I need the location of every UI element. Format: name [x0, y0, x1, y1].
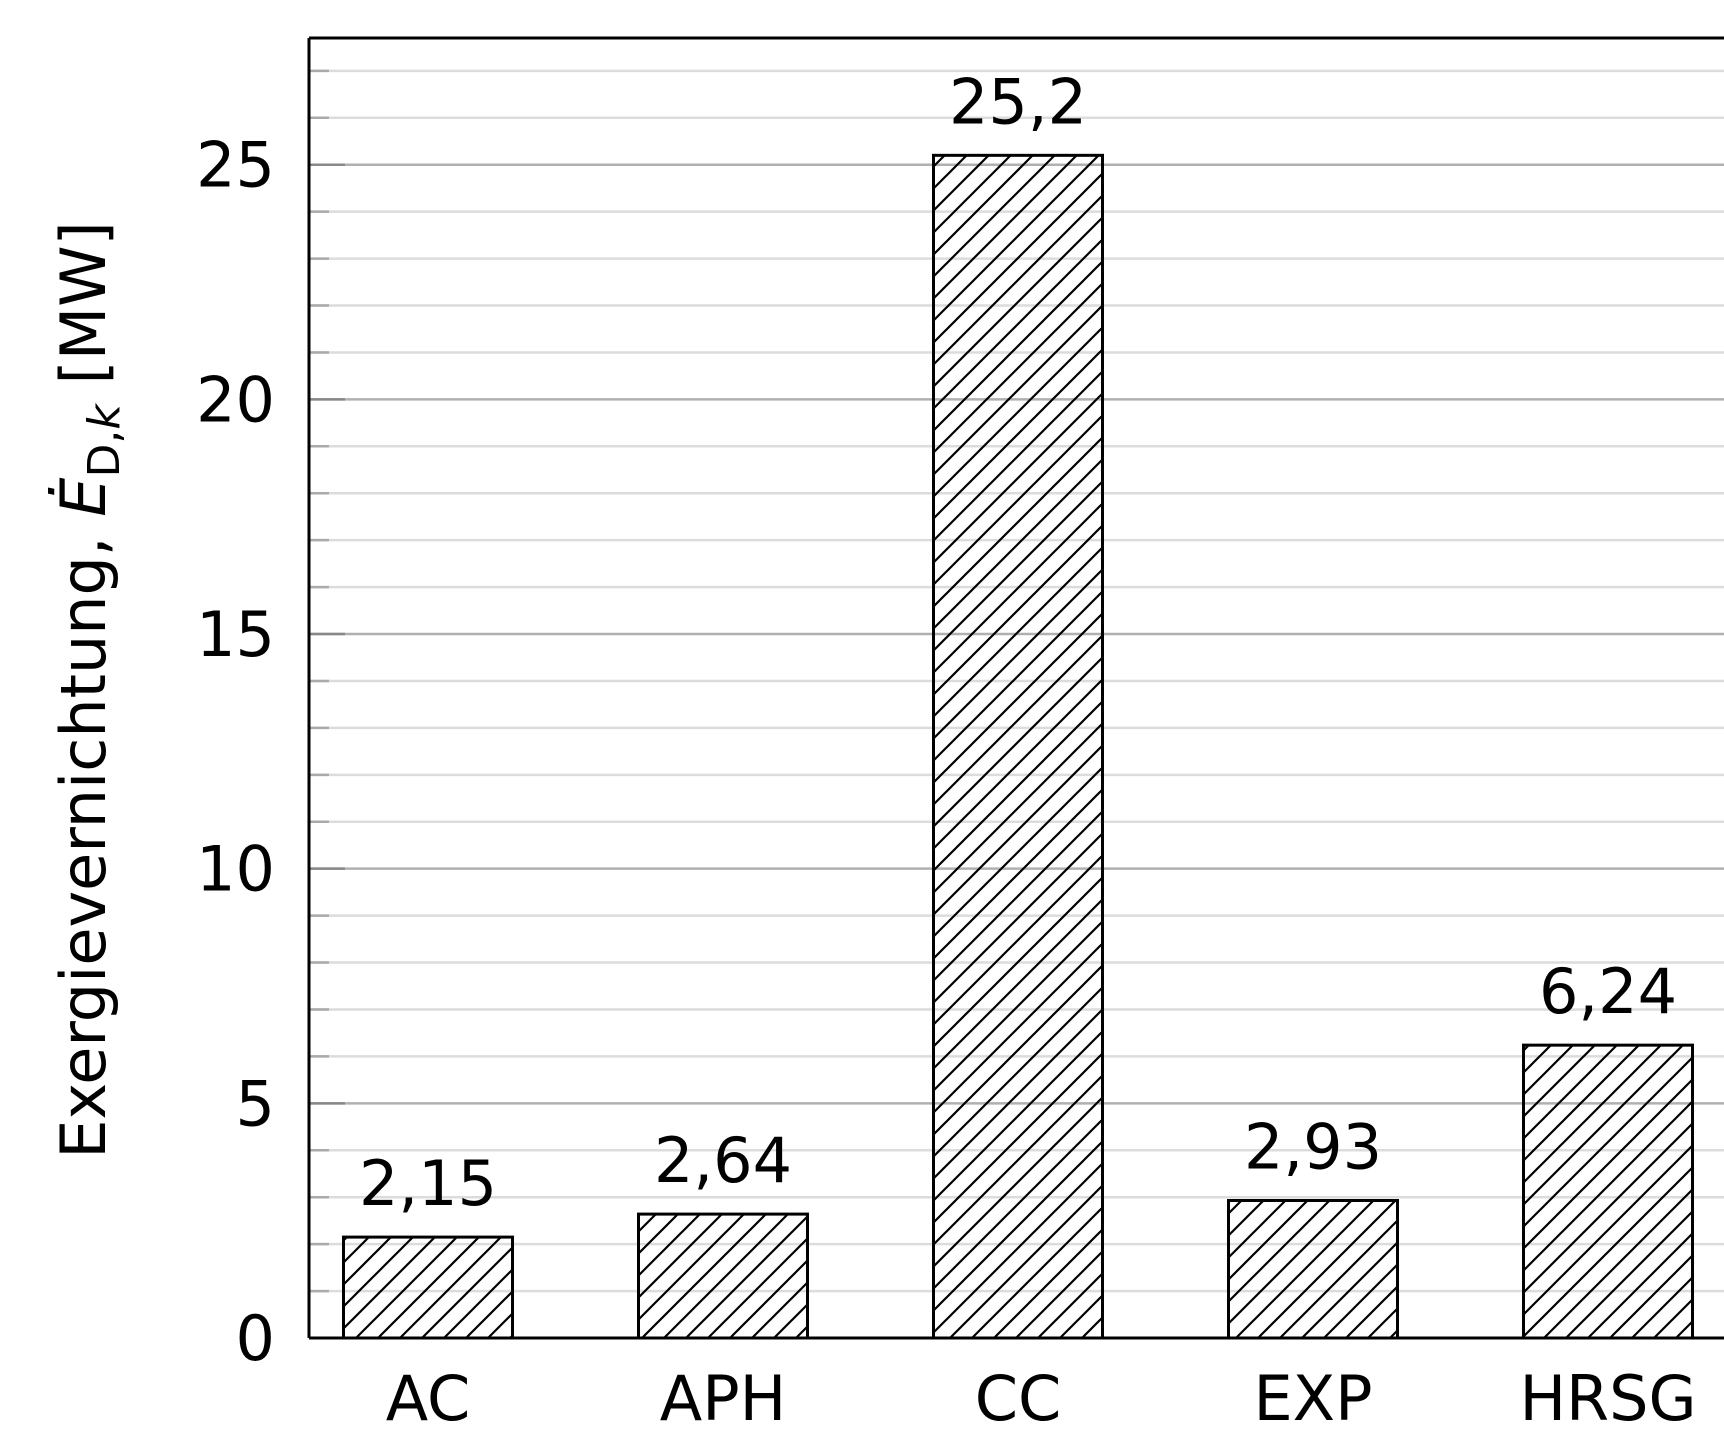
- data-label-cc: 25,2: [949, 65, 1087, 138]
- y-tick-label: 20: [196, 363, 275, 436]
- y-axis-title-prefix: Exergievernichtung,: [47, 517, 120, 1159]
- y-axis-title-symbol: Ė: [47, 477, 120, 517]
- bar-cc: [932, 153, 1104, 1338]
- y-tick-label: 25: [196, 129, 275, 202]
- y-tick-label: 10: [196, 833, 275, 906]
- x-tick-label-cc: CC: [975, 1362, 1062, 1435]
- y-tick-label: 5: [236, 1067, 275, 1140]
- y-axis-title: Exergievernichtung, ĖD,k [MW]: [47, 221, 130, 1158]
- data-labels: 2,15 2,64 25,2 2,93 6,24: [359, 65, 1677, 1220]
- data-label-hrsg: 6,24: [1539, 955, 1677, 1028]
- data-label-aph: 2,64: [654, 1124, 792, 1197]
- tick-labels: AC APH CC EXP HRSG 0 5 10 15 20 25: [196, 129, 1696, 1435]
- x-tick-label-ac: AC: [386, 1362, 471, 1435]
- x-tick-label-hrsg: HRSG: [1519, 1362, 1696, 1435]
- data-label-ac: 2,15: [359, 1147, 497, 1220]
- y-tick-label: 0: [236, 1302, 275, 1375]
- bar-aph: [637, 1212, 809, 1338]
- y-axis-title-unit: [MW]: [47, 221, 120, 404]
- y-tick-label: 15: [196, 598, 275, 671]
- data-label-exp: 2,93: [1244, 1110, 1382, 1183]
- y-axis-title-subscript-k: k: [79, 403, 130, 430]
- y-axis-title-subscript: D,: [79, 430, 130, 478]
- x-tick-label-exp: EXP: [1253, 1362, 1372, 1435]
- bar-ac: [342, 1235, 514, 1338]
- bar-hrsg: [1522, 1043, 1694, 1338]
- bars: [342, 153, 1694, 1338]
- bar-exp: [1227, 1198, 1399, 1338]
- axes: [307, 36, 1724, 1340]
- x-tick-label-aph: APH: [660, 1362, 786, 1435]
